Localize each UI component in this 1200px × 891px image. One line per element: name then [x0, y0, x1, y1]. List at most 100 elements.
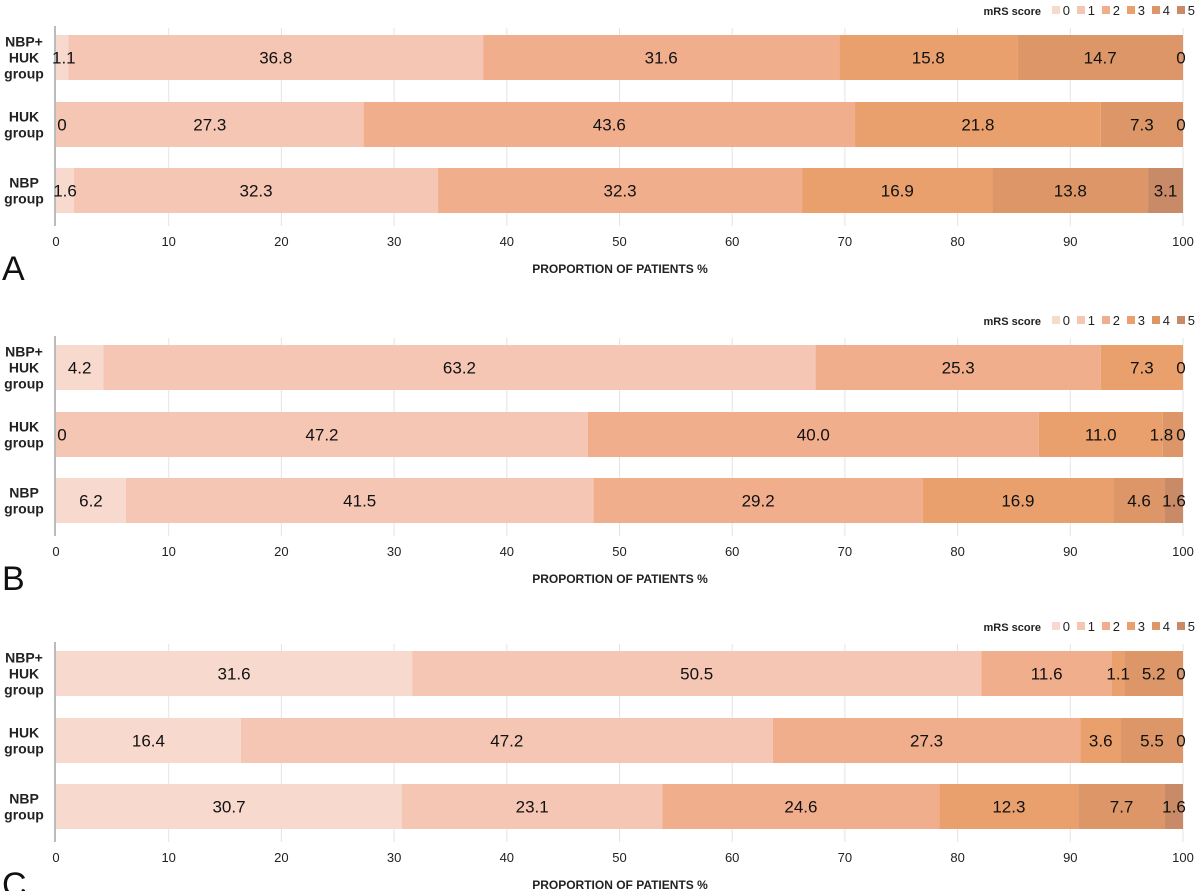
data-label: 27.3: [910, 732, 943, 751]
panel-letter: A: [2, 250, 25, 288]
category-label: NBP group: [4, 791, 44, 823]
legend-label: 4: [1163, 3, 1170, 18]
category-label: NBP+ HUK group: [4, 650, 44, 698]
x-tick-label: 10: [161, 234, 175, 249]
category-label: HUK group: [4, 419, 44, 451]
x-tick-label: 80: [950, 234, 964, 249]
data-label: 13.8: [1054, 182, 1087, 201]
data-label: 11.6: [1031, 665, 1063, 684]
data-label: 4.2: [68, 359, 92, 378]
legend-swatch-mrs-3: [1127, 316, 1135, 324]
x-tick-label: 0: [52, 850, 59, 865]
category-label-line: group: [4, 66, 44, 82]
category-label-line: group: [4, 807, 44, 823]
category-label-line: group: [4, 682, 44, 698]
x-tick-label: 0: [52, 234, 59, 249]
data-label: 4.6: [1127, 492, 1151, 511]
category-label-line: NBP+: [5, 34, 43, 50]
bar-segment-mrs-4: [1078, 784, 1165, 829]
data-label: 15.8: [912, 49, 945, 68]
x-tick-label: 50: [612, 234, 626, 249]
bar-segment-mrs-1: [412, 651, 982, 696]
legend-label: 3: [1138, 313, 1145, 328]
data-label: 36.8: [259, 49, 292, 68]
x-tick-label: 80: [950, 850, 964, 865]
bar-segment-mrs-1: [56, 102, 364, 147]
data-label: 7.3: [1130, 116, 1154, 135]
data-label: 0: [1176, 426, 1185, 445]
data-label: 5.5: [1140, 732, 1164, 751]
legend-swatch-mrs-0: [1052, 622, 1060, 630]
bar-segment-mrs-3: [839, 35, 1018, 80]
category-label-line: HUK: [9, 725, 39, 741]
legend-label: 1: [1088, 619, 1095, 634]
category-label-line: HUK: [9, 666, 39, 682]
legend-swatch-mrs-2: [1102, 316, 1110, 324]
bar-segment-mrs-1: [68, 35, 484, 80]
category-label-line: group: [4, 191, 44, 207]
legend-label: 0: [1063, 313, 1070, 328]
bar-segment-mrs-3: [939, 784, 1079, 829]
data-label: 1.1: [1106, 665, 1130, 684]
data-label: 47.2: [305, 426, 338, 445]
legend-swatch-mrs-3: [1127, 6, 1135, 14]
legend-swatch-mrs-4: [1152, 622, 1160, 630]
data-label: 7.7: [1110, 798, 1134, 817]
legend-title: mRS score: [984, 6, 1041, 18]
x-tick-label: 30: [387, 234, 401, 249]
x-tick-label: 60: [725, 544, 739, 559]
category-label: NBP group: [4, 485, 44, 517]
x-tick-label: 70: [838, 544, 852, 559]
legend-label: 2: [1113, 619, 1120, 634]
data-label: 16.9: [1001, 492, 1034, 511]
legend-swatch-mrs-3: [1127, 622, 1135, 630]
bar-segment-mrs-1: [74, 168, 439, 213]
x-tick-label: 100: [1172, 544, 1194, 559]
bar-segment-mrs-2: [363, 102, 856, 147]
legend-label: 0: [1063, 619, 1070, 634]
legend-label: 1: [1088, 313, 1095, 328]
legend-swatch-mrs-2: [1102, 6, 1110, 14]
legend-label: 3: [1138, 3, 1145, 18]
x-tick-label: 20: [274, 544, 288, 559]
data-label: 16.4: [132, 732, 165, 751]
category-label-line: HUK: [9, 50, 39, 66]
x-tick-label: 10: [161, 544, 175, 559]
x-tick-label: 90: [1063, 850, 1077, 865]
data-label: 32.3: [239, 182, 272, 201]
x-axis-title: PROPORTION OF PATIENTS %: [532, 878, 708, 891]
data-label: 63.2: [443, 359, 476, 378]
data-label: 6.2: [79, 492, 103, 511]
data-label: 1.6: [1162, 798, 1186, 817]
data-label: 3.6: [1089, 732, 1113, 751]
legend-label: 2: [1113, 313, 1120, 328]
legend-swatch-mrs-4: [1152, 316, 1160, 324]
data-label: 7.3: [1130, 359, 1154, 378]
legend-label: 5: [1188, 619, 1195, 634]
data-label: 23.1: [516, 798, 549, 817]
data-label: 16.9: [881, 182, 914, 201]
data-label: 32.3: [604, 182, 637, 201]
x-tick-label: 70: [838, 850, 852, 865]
bar-segment-mrs-5: [1148, 168, 1183, 213]
legend-label: 4: [1163, 313, 1170, 328]
bar-segment-mrs-1: [103, 345, 816, 390]
bar-segment-mrs-4: [1124, 651, 1183, 696]
legend-swatch-mrs-2: [1102, 622, 1110, 630]
category-label: HUK group: [4, 725, 44, 757]
category-label-line: NBP: [9, 175, 39, 191]
category-label-line: NBP+: [5, 650, 43, 666]
bar-segment-mrs-4: [1121, 718, 1183, 763]
data-label: 1.6: [53, 182, 77, 201]
panel-letter: B: [2, 560, 25, 598]
x-axis-title: PROPORTION OF PATIENTS %: [532, 572, 708, 586]
data-label: 41.5: [343, 492, 376, 511]
category-label-line: group: [4, 376, 44, 392]
category-label-line: HUK: [9, 419, 39, 435]
category-label-line: NBP: [9, 485, 39, 501]
data-label: 47.2: [490, 732, 523, 751]
data-label: 5.2: [1142, 665, 1166, 684]
